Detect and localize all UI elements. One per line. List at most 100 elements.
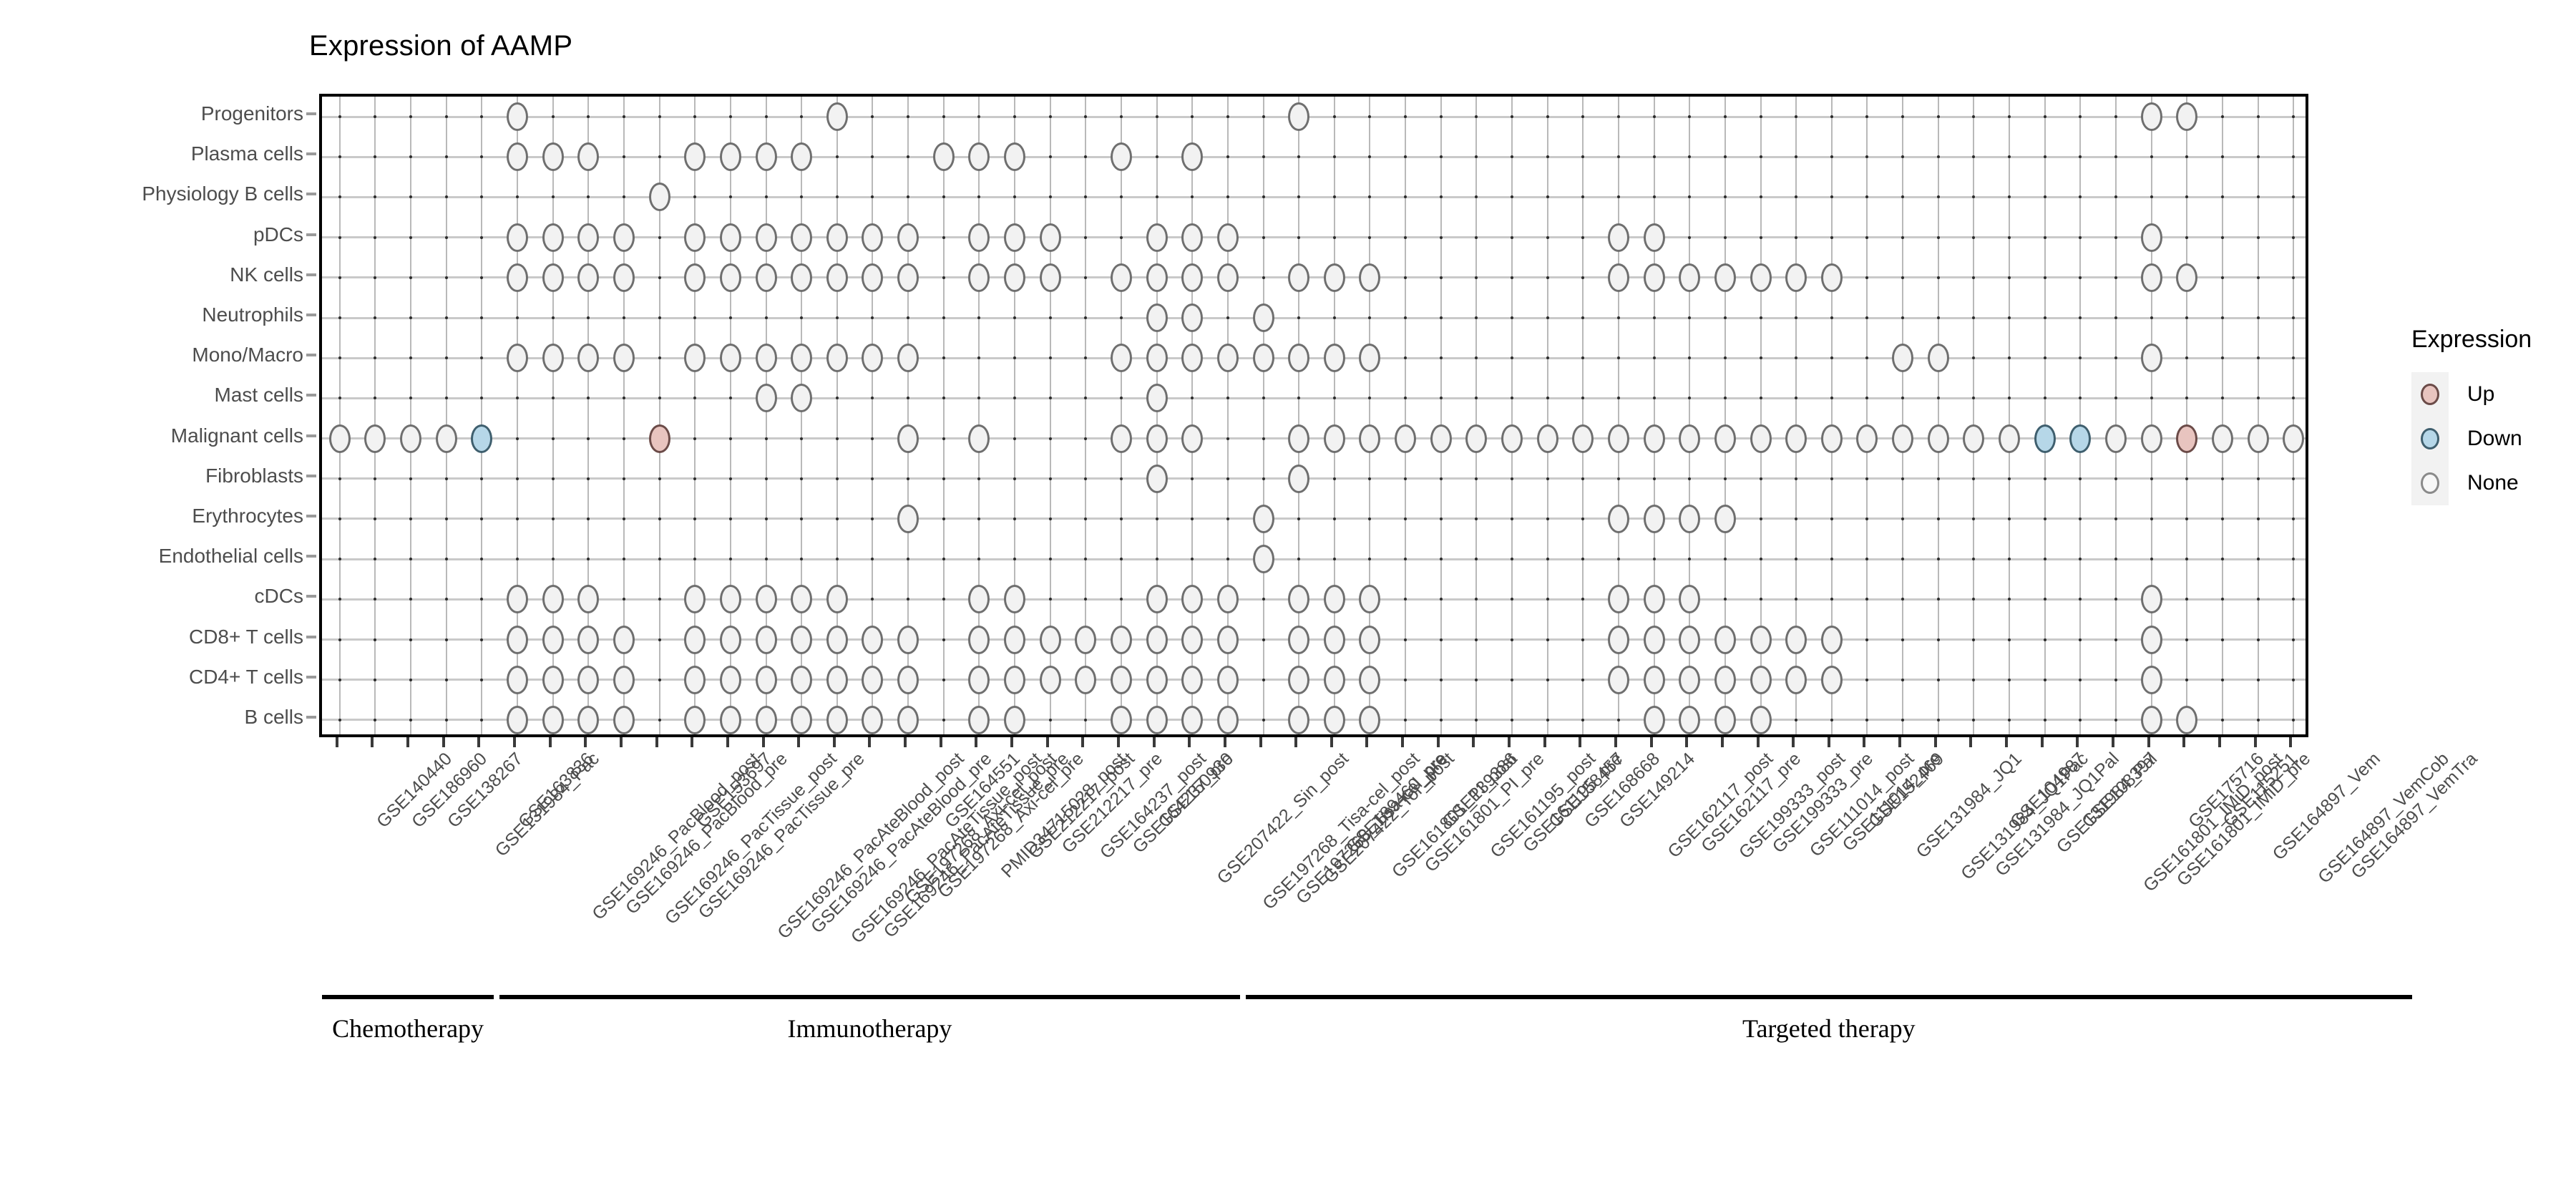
expression-dot[interactable] (1252, 344, 1274, 373)
expression-dot[interactable] (1004, 223, 1026, 252)
expression-dot[interactable] (791, 223, 813, 252)
expression-dot[interactable] (1146, 585, 1168, 614)
expression-dot[interactable] (1216, 585, 1239, 614)
expression-dot[interactable] (826, 102, 848, 132)
expression-dot[interactable] (1146, 705, 1168, 734)
expression-dot[interactable] (542, 344, 564, 373)
expression-dot[interactable] (755, 223, 777, 252)
expression-dot[interactable] (719, 585, 741, 614)
expression-dot[interactable] (719, 142, 741, 172)
expression-dot[interactable] (1146, 223, 1168, 252)
expression-dot[interactable] (1323, 263, 1345, 292)
expression-dot[interactable] (1785, 665, 1807, 694)
expression-dot[interactable] (1146, 665, 1168, 694)
expression-dot[interactable] (1750, 665, 1772, 694)
expression-dot[interactable] (1110, 142, 1132, 172)
expression-dot[interactable] (1430, 424, 1452, 453)
expression-dot[interactable] (1359, 665, 1381, 694)
expression-dot[interactable] (2034, 424, 2056, 453)
expression-dot[interactable] (862, 344, 884, 373)
expression-dot[interactable] (1323, 705, 1345, 734)
expression-dot[interactable] (791, 142, 813, 172)
expression-dot[interactable] (1288, 424, 1310, 453)
expression-dot[interactable] (1288, 464, 1310, 493)
expression-dot[interactable] (1679, 263, 1701, 292)
expression-dot[interactable] (1927, 344, 1949, 373)
expression-dot[interactable] (1643, 504, 1665, 533)
expression-dot[interactable] (719, 625, 741, 654)
expression-dot[interactable] (2283, 424, 2305, 453)
expression-dot[interactable] (1288, 585, 1310, 614)
expression-dot[interactable] (684, 142, 706, 172)
expression-dot[interactable] (542, 223, 564, 252)
expression-dot[interactable] (791, 344, 813, 373)
expression-dot[interactable] (1395, 424, 1417, 453)
expression-dot[interactable] (719, 665, 741, 694)
expression-dot[interactable] (1714, 504, 1736, 533)
expression-dot[interactable] (1999, 424, 2021, 453)
expression-dot[interactable] (719, 705, 741, 734)
expression-dot[interactable] (577, 142, 600, 172)
expression-dot[interactable] (755, 665, 777, 694)
expression-dot[interactable] (1146, 625, 1168, 654)
expression-dot[interactable] (1607, 223, 1629, 252)
expression-dot[interactable] (1146, 344, 1168, 373)
expression-dot[interactable] (2176, 424, 2198, 453)
expression-dot[interactable] (542, 705, 564, 734)
expression-dot[interactable] (1181, 142, 1204, 172)
expression-dot[interactable] (507, 102, 529, 132)
expression-dot[interactable] (826, 263, 848, 292)
expression-dot[interactable] (2140, 344, 2162, 373)
expression-dot[interactable] (755, 585, 777, 614)
expression-dot[interactable] (862, 705, 884, 734)
expression-dot[interactable] (1714, 263, 1736, 292)
expression-dot[interactable] (1216, 625, 1239, 654)
expression-dot[interactable] (1714, 705, 1736, 734)
expression-dot[interactable] (542, 625, 564, 654)
expression-dot[interactable] (1501, 424, 1523, 453)
expression-dot[interactable] (577, 585, 600, 614)
expression-dot[interactable] (755, 705, 777, 734)
expression-dot[interactable] (1679, 705, 1701, 734)
expression-dot[interactable] (1820, 263, 1843, 292)
expression-dot[interactable] (791, 263, 813, 292)
expression-dot[interactable] (2140, 223, 2162, 252)
expression-dot[interactable] (1252, 504, 1274, 533)
expression-dot[interactable] (1679, 585, 1701, 614)
expression-dot[interactable] (613, 344, 635, 373)
expression-dot[interactable] (1004, 625, 1026, 654)
expression-dot[interactable] (897, 263, 919, 292)
expression-dot[interactable] (1323, 665, 1345, 694)
expression-dot[interactable] (897, 665, 919, 694)
expression-dot[interactable] (542, 142, 564, 172)
expression-dot[interactable] (826, 665, 848, 694)
expression-dot[interactable] (1607, 504, 1629, 533)
expression-dot[interactable] (1039, 625, 1061, 654)
expression-dot[interactable] (1927, 424, 1949, 453)
expression-dot[interactable] (2211, 424, 2233, 453)
expression-dot[interactable] (1820, 424, 1843, 453)
expression-dot[interactable] (684, 344, 706, 373)
expression-dot[interactable] (1181, 625, 1204, 654)
expression-dot[interactable] (1750, 263, 1772, 292)
expression-dot[interactable] (791, 585, 813, 614)
expression-dot[interactable] (2069, 424, 2092, 453)
expression-dot[interactable] (1750, 705, 1772, 734)
expression-dot[interactable] (719, 344, 741, 373)
expression-dot[interactable] (542, 263, 564, 292)
expression-dot[interactable] (435, 424, 457, 453)
expression-dot[interactable] (1572, 424, 1594, 453)
expression-dot[interactable] (1536, 424, 1558, 453)
expression-dot[interactable] (791, 625, 813, 654)
expression-dot[interactable] (968, 424, 990, 453)
expression-dot[interactable] (1892, 344, 1914, 373)
expression-dot[interactable] (577, 263, 600, 292)
expression-dot[interactable] (1004, 142, 1026, 172)
expression-dot[interactable] (1643, 665, 1665, 694)
expression-dot[interactable] (1750, 424, 1772, 453)
expression-dot[interactable] (1181, 705, 1204, 734)
expression-dot[interactable] (968, 263, 990, 292)
expression-dot[interactable] (507, 223, 529, 252)
expression-dot[interactable] (968, 585, 990, 614)
expression-dot[interactable] (1110, 424, 1132, 453)
